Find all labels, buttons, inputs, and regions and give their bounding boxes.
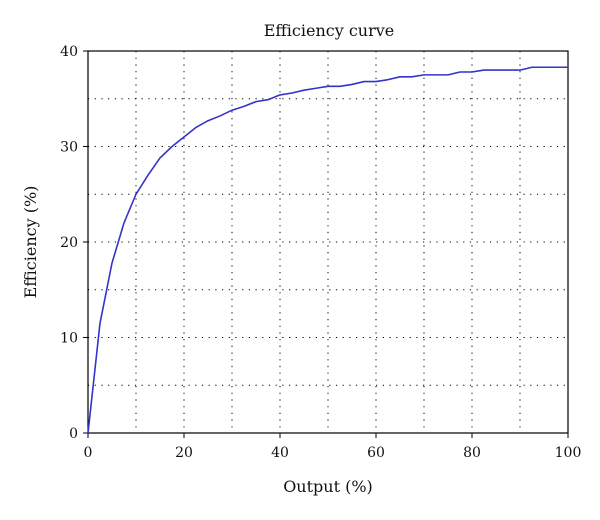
chart-title: Efficiency curve <box>264 21 395 40</box>
y-tick-label: 0 <box>69 426 78 442</box>
y-tick-labels: 0 10 20 30 40 <box>60 44 78 442</box>
x-tick-label: 80 <box>463 445 481 461</box>
x-tick-label: 20 <box>175 445 193 461</box>
x-tick-label: 60 <box>367 445 385 461</box>
x-tick-label: 0 <box>84 445 93 461</box>
y-tick-label: 20 <box>60 235 78 251</box>
ticks-layer <box>83 50 569 438</box>
efficiency-series-line <box>87 66 568 434</box>
plot-frame <box>87 50 569 434</box>
y-tick-label: 40 <box>60 44 78 60</box>
x-tick-labels: 0 20 40 60 80 100 <box>84 445 582 461</box>
x-axis-label: Output (%) <box>283 477 373 496</box>
y-axis-label: Efficiency (%) <box>21 186 40 299</box>
y-tick-label: 30 <box>60 140 78 156</box>
y-tick-label: 10 <box>60 331 78 347</box>
grid-layer <box>88 51 568 433</box>
x-tick-label: 40 <box>271 445 289 461</box>
x-tick-label: 100 <box>555 445 582 461</box>
